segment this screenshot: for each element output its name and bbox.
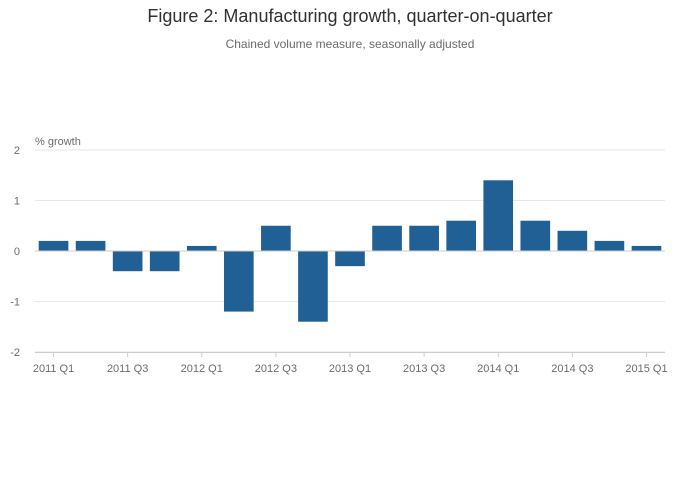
x-tick-label: 2012 Q3 [255, 363, 297, 375]
bar-2013-q4 [446, 220, 476, 251]
bar-2011-q1 [38, 240, 69, 251]
x-tick-label: 2011 Q3 [107, 363, 148, 375]
x-tick-label: 2013 Q3 [403, 363, 445, 375]
chart-subtitle: Chained volume measure, seasonally adjus… [225, 37, 475, 51]
bar-2012-q4 [298, 251, 328, 322]
bar-2013-q1 [335, 251, 365, 267]
bar-2014-q4 [594, 240, 625, 251]
bar-2014-q3 [557, 230, 588, 251]
y-tick-label: -1 [10, 297, 20, 309]
y-tick-label: -2 [10, 347, 20, 359]
y-axis-label: % growth [35, 136, 81, 148]
bar-2011-q3 [112, 251, 143, 272]
x-tick-label: 2015 Q1 [625, 363, 667, 375]
x-tick-label: 2014 Q3 [551, 363, 593, 375]
x-tick-label: 2014 Q1 [477, 363, 519, 375]
bar-2014-q1 [483, 180, 514, 251]
bar-2012-q3 [261, 225, 291, 251]
chart-title: Figure 2: Manufacturing growth, quarter-… [147, 6, 553, 26]
x-tick-label: 2013 Q1 [329, 363, 371, 375]
bar-2013-q2 [372, 225, 402, 251]
y-tick-label: 2 [14, 145, 20, 157]
bar-2011-q2 [75, 240, 106, 251]
x-tick-label: 2012 Q1 [181, 363, 223, 375]
bar-2012-q2 [224, 251, 254, 312]
y-tick-label: 1 [14, 196, 20, 208]
bar-2013-q3 [409, 225, 439, 251]
bar-2011-q4 [149, 251, 180, 272]
bar-2012-q1 [186, 245, 217, 251]
bar-2015-q1 [631, 245, 662, 251]
y-tick-label: 0 [14, 246, 20, 258]
bar-2014-q2 [520, 220, 551, 251]
x-tick-label: 2011 Q1 [33, 363, 74, 375]
